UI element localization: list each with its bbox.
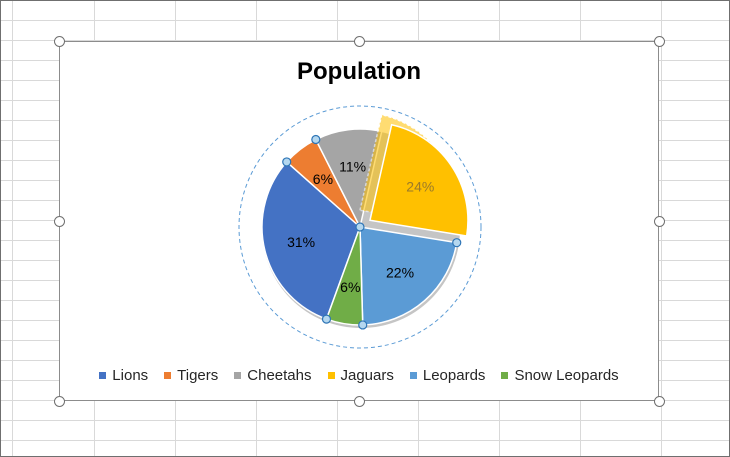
legend-swatch — [501, 372, 509, 379]
pie-slice-jaguars[interactable] — [369, 123, 469, 237]
resize-handle-middle-right[interactable] — [654, 216, 665, 227]
legend-item[interactable]: Cheetahs — [234, 367, 312, 384]
resize-handle-top-left[interactable] — [54, 36, 65, 47]
legend-item[interactable]: Lions — [99, 367, 148, 384]
resize-handle-top-right[interactable] — [654, 36, 665, 47]
resize-handle-middle-left[interactable] — [54, 216, 65, 227]
slice-selection-handle[interactable] — [282, 157, 292, 167]
legend-item[interactable]: Leopards — [409, 367, 486, 384]
legend-swatch — [234, 372, 242, 379]
legend-swatch — [164, 372, 172, 379]
legend-swatch — [99, 372, 107, 379]
data-label-leopards[interactable]: 22% — [386, 265, 414, 281]
pie-slice-lions[interactable] — [261, 160, 361, 321]
legend-label: Jaguars — [340, 367, 394, 384]
legend-label: Snow Leopards — [514, 367, 619, 384]
resize-handle-top-center[interactable] — [354, 36, 365, 47]
data-label-lions[interactable]: 31% — [287, 234, 315, 250]
slice-selection-handle[interactable] — [358, 320, 368, 330]
plot-area-selection-outline — [238, 105, 482, 349]
pie-chart: 31% 6% 11% 24% 22% 6% — [238, 105, 482, 349]
slice-selection-handle[interactable] — [355, 222, 365, 232]
slice-selection-handle[interactable] — [311, 134, 321, 145]
legend-label: Tigers — [177, 367, 219, 384]
pie-slice-leopards[interactable] — [359, 226, 458, 326]
resize-handle-bottom-left[interactable] — [54, 396, 65, 407]
resize-handle-bottom-center[interactable] — [354, 396, 365, 407]
slice-selection-handle[interactable] — [321, 314, 332, 324]
legend-item[interactable]: Jaguars — [327, 367, 394, 384]
legend-label: Lions — [112, 367, 149, 384]
legend-label: Cheetahs — [247, 367, 312, 384]
legend[interactable]: Lions Tigers Cheetahs Jaguars Leopards Snow L… — [60, 367, 658, 384]
legend-swatch — [409, 372, 417, 379]
legend-item[interactable]: Tigers — [164, 367, 218, 384]
legend-swatch — [327, 372, 335, 379]
legend-label: Leopards — [422, 367, 486, 384]
slice-selection-handle[interactable] — [452, 238, 462, 248]
data-label-cheetahs[interactable]: 11% — [339, 159, 366, 175]
resize-handle-bottom-right[interactable] — [654, 396, 665, 407]
chart-title[interactable]: Population — [297, 58, 421, 85]
data-label-snow-leopards[interactable]: 6% — [340, 279, 360, 295]
chart-area[interactable]: Population 31% 6% 11% 24% 22% 6% Lions Tigers C… — [59, 41, 659, 401]
legend-item[interactable]: Snow Leopards — [501, 367, 619, 384]
data-label-tigers[interactable]: 6% — [313, 171, 333, 187]
data-label-jaguars[interactable]: 24% — [406, 178, 434, 194]
